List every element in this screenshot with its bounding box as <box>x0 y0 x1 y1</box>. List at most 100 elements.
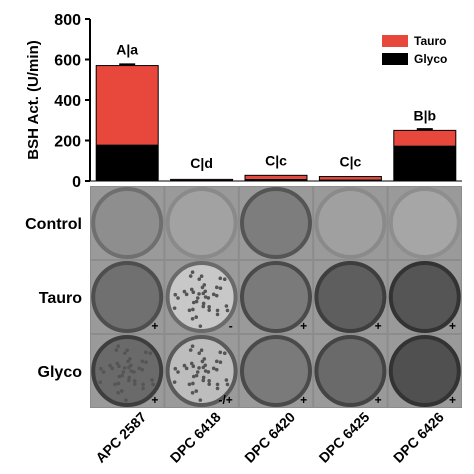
precipitate-spot <box>215 382 220 387</box>
row-labels: Control Tauro Glyco <box>25 216 82 381</box>
precipitate-spot <box>127 375 132 380</box>
precipitate-spot <box>218 360 223 365</box>
precipitation-sign: + <box>449 319 456 333</box>
precipitate-spot <box>206 370 211 374</box>
precipitate-spot <box>218 350 223 355</box>
precipitate-spot <box>197 366 201 370</box>
precipitate-spot <box>116 381 121 386</box>
precipitate-spot <box>203 295 208 299</box>
precipitate-spot <box>189 361 194 366</box>
bar-glyco <box>170 179 233 181</box>
precipitate-spot <box>172 380 177 384</box>
category-labels: APC 2587 DPC 6418 DPC 6420 DPC 6425 DPC 6426 <box>92 409 447 466</box>
bar-significance-label: B|b <box>414 107 437 123</box>
precipitate-spot <box>172 306 177 310</box>
bar-tauro <box>393 130 456 146</box>
precipitate-spot <box>200 359 205 364</box>
precipitate-spot <box>132 370 136 374</box>
precipitate-spot <box>98 380 103 384</box>
bar-glyco <box>245 178 307 181</box>
precipitation-sign: - <box>229 319 233 333</box>
bar-tauro <box>245 175 307 179</box>
precipitate-spot <box>128 357 132 361</box>
precipitate-spot <box>140 359 145 364</box>
bar-tauro <box>96 65 159 145</box>
precipitate-spot <box>121 370 126 374</box>
y-tick-label: 400 <box>54 93 81 110</box>
precipitate-spot <box>137 366 142 371</box>
precipitation-sign: + <box>375 393 382 407</box>
row-label: Control <box>25 216 82 233</box>
precipitate-spot <box>194 299 199 304</box>
precipitate-spot <box>201 378 206 383</box>
category-label: DPC 6420 <box>241 409 298 466</box>
precipitate-spot <box>202 283 207 287</box>
precipitate-spot <box>207 382 211 386</box>
precipitate-spot <box>214 285 219 290</box>
precipitate-spot <box>144 350 148 355</box>
precipitate-spot <box>203 363 208 368</box>
bar-significance-label: C|c <box>265 152 287 168</box>
precipitate-spot <box>126 359 130 364</box>
precipitate-spot <box>176 296 180 300</box>
bar-chart: 0 200 400 600 800 BSH Act. (U/min) A|a C|d C|c… <box>25 12 462 191</box>
precipitate-spot <box>113 382 117 387</box>
precipitate-spot <box>173 366 178 371</box>
precipitate-spot <box>198 398 203 402</box>
precipitate-spot <box>188 274 193 278</box>
precipitate-spot <box>191 374 196 379</box>
precipitate-spot <box>206 296 211 300</box>
legend-label-tauro: Tauro <box>414 34 446 48</box>
category-label: DPC 6425 <box>316 409 373 466</box>
precipitate-spot <box>202 357 207 361</box>
precipitate-spot <box>122 366 127 370</box>
plate-panel: + - + + + + -/+ + + + Control Tauro Glyco <box>25 186 462 408</box>
plate-grid: + - + + + + -/+ + + + <box>91 187 461 407</box>
precipitate-spot <box>199 348 204 353</box>
bar-glyco <box>96 144 159 181</box>
precipitation-sign: + <box>151 319 158 333</box>
y-axis-label: BSH Act. (U/min) <box>25 40 42 159</box>
y-axis: 0 200 400 600 800 <box>54 12 462 191</box>
precipitate-spot <box>115 361 120 366</box>
precipitate-spot <box>222 277 227 282</box>
category-label: APC 2587 <box>92 409 149 466</box>
precipitate-spot <box>207 379 211 383</box>
precipitate-spot <box>203 369 208 373</box>
precipitate-spot <box>190 317 195 321</box>
precipitate-spot <box>173 292 178 297</box>
precipitate-spot <box>197 277 202 281</box>
precipitate-spot <box>120 389 124 393</box>
precipitate-spot <box>110 366 115 371</box>
y-tick-label: 0 <box>72 174 81 191</box>
plate-colony <box>388 187 461 259</box>
precipitate-spot <box>211 292 216 297</box>
precipitate-spot <box>214 367 219 372</box>
category-label: DPC 6426 <box>390 409 447 466</box>
precipitate-spot <box>187 382 192 387</box>
precipitation-sign: + <box>300 393 307 407</box>
plate-colony <box>388 335 461 407</box>
bar-glyco <box>393 145 456 181</box>
plate-colony <box>314 335 387 407</box>
precipitate-spot <box>201 375 206 380</box>
bar-outline <box>318 176 382 182</box>
precipitation-sign: -/+ <box>218 393 232 407</box>
precipitate-spot <box>141 386 145 391</box>
precipitate-spot <box>187 308 192 313</box>
precipitate-spot <box>215 386 220 391</box>
legend-label-glyco: Glyco <box>414 52 447 66</box>
precipitation-sign: + <box>151 393 158 407</box>
precipitate-spot <box>201 301 206 306</box>
precipitate-spot <box>207 308 211 312</box>
legend-swatch-glyco <box>382 53 408 65</box>
precipitation-sign: + <box>449 393 456 407</box>
precipitate-spot <box>200 285 205 290</box>
precipitate-spot <box>224 304 229 308</box>
bar-labels: A|a C|d C|c C|c B|b <box>116 41 436 171</box>
precipitate-spot <box>117 364 121 369</box>
row-label: Tauro <box>39 290 82 307</box>
precipitate-spot <box>191 290 196 295</box>
precipitate-spot <box>129 363 133 368</box>
precipitate-spot <box>190 391 195 395</box>
